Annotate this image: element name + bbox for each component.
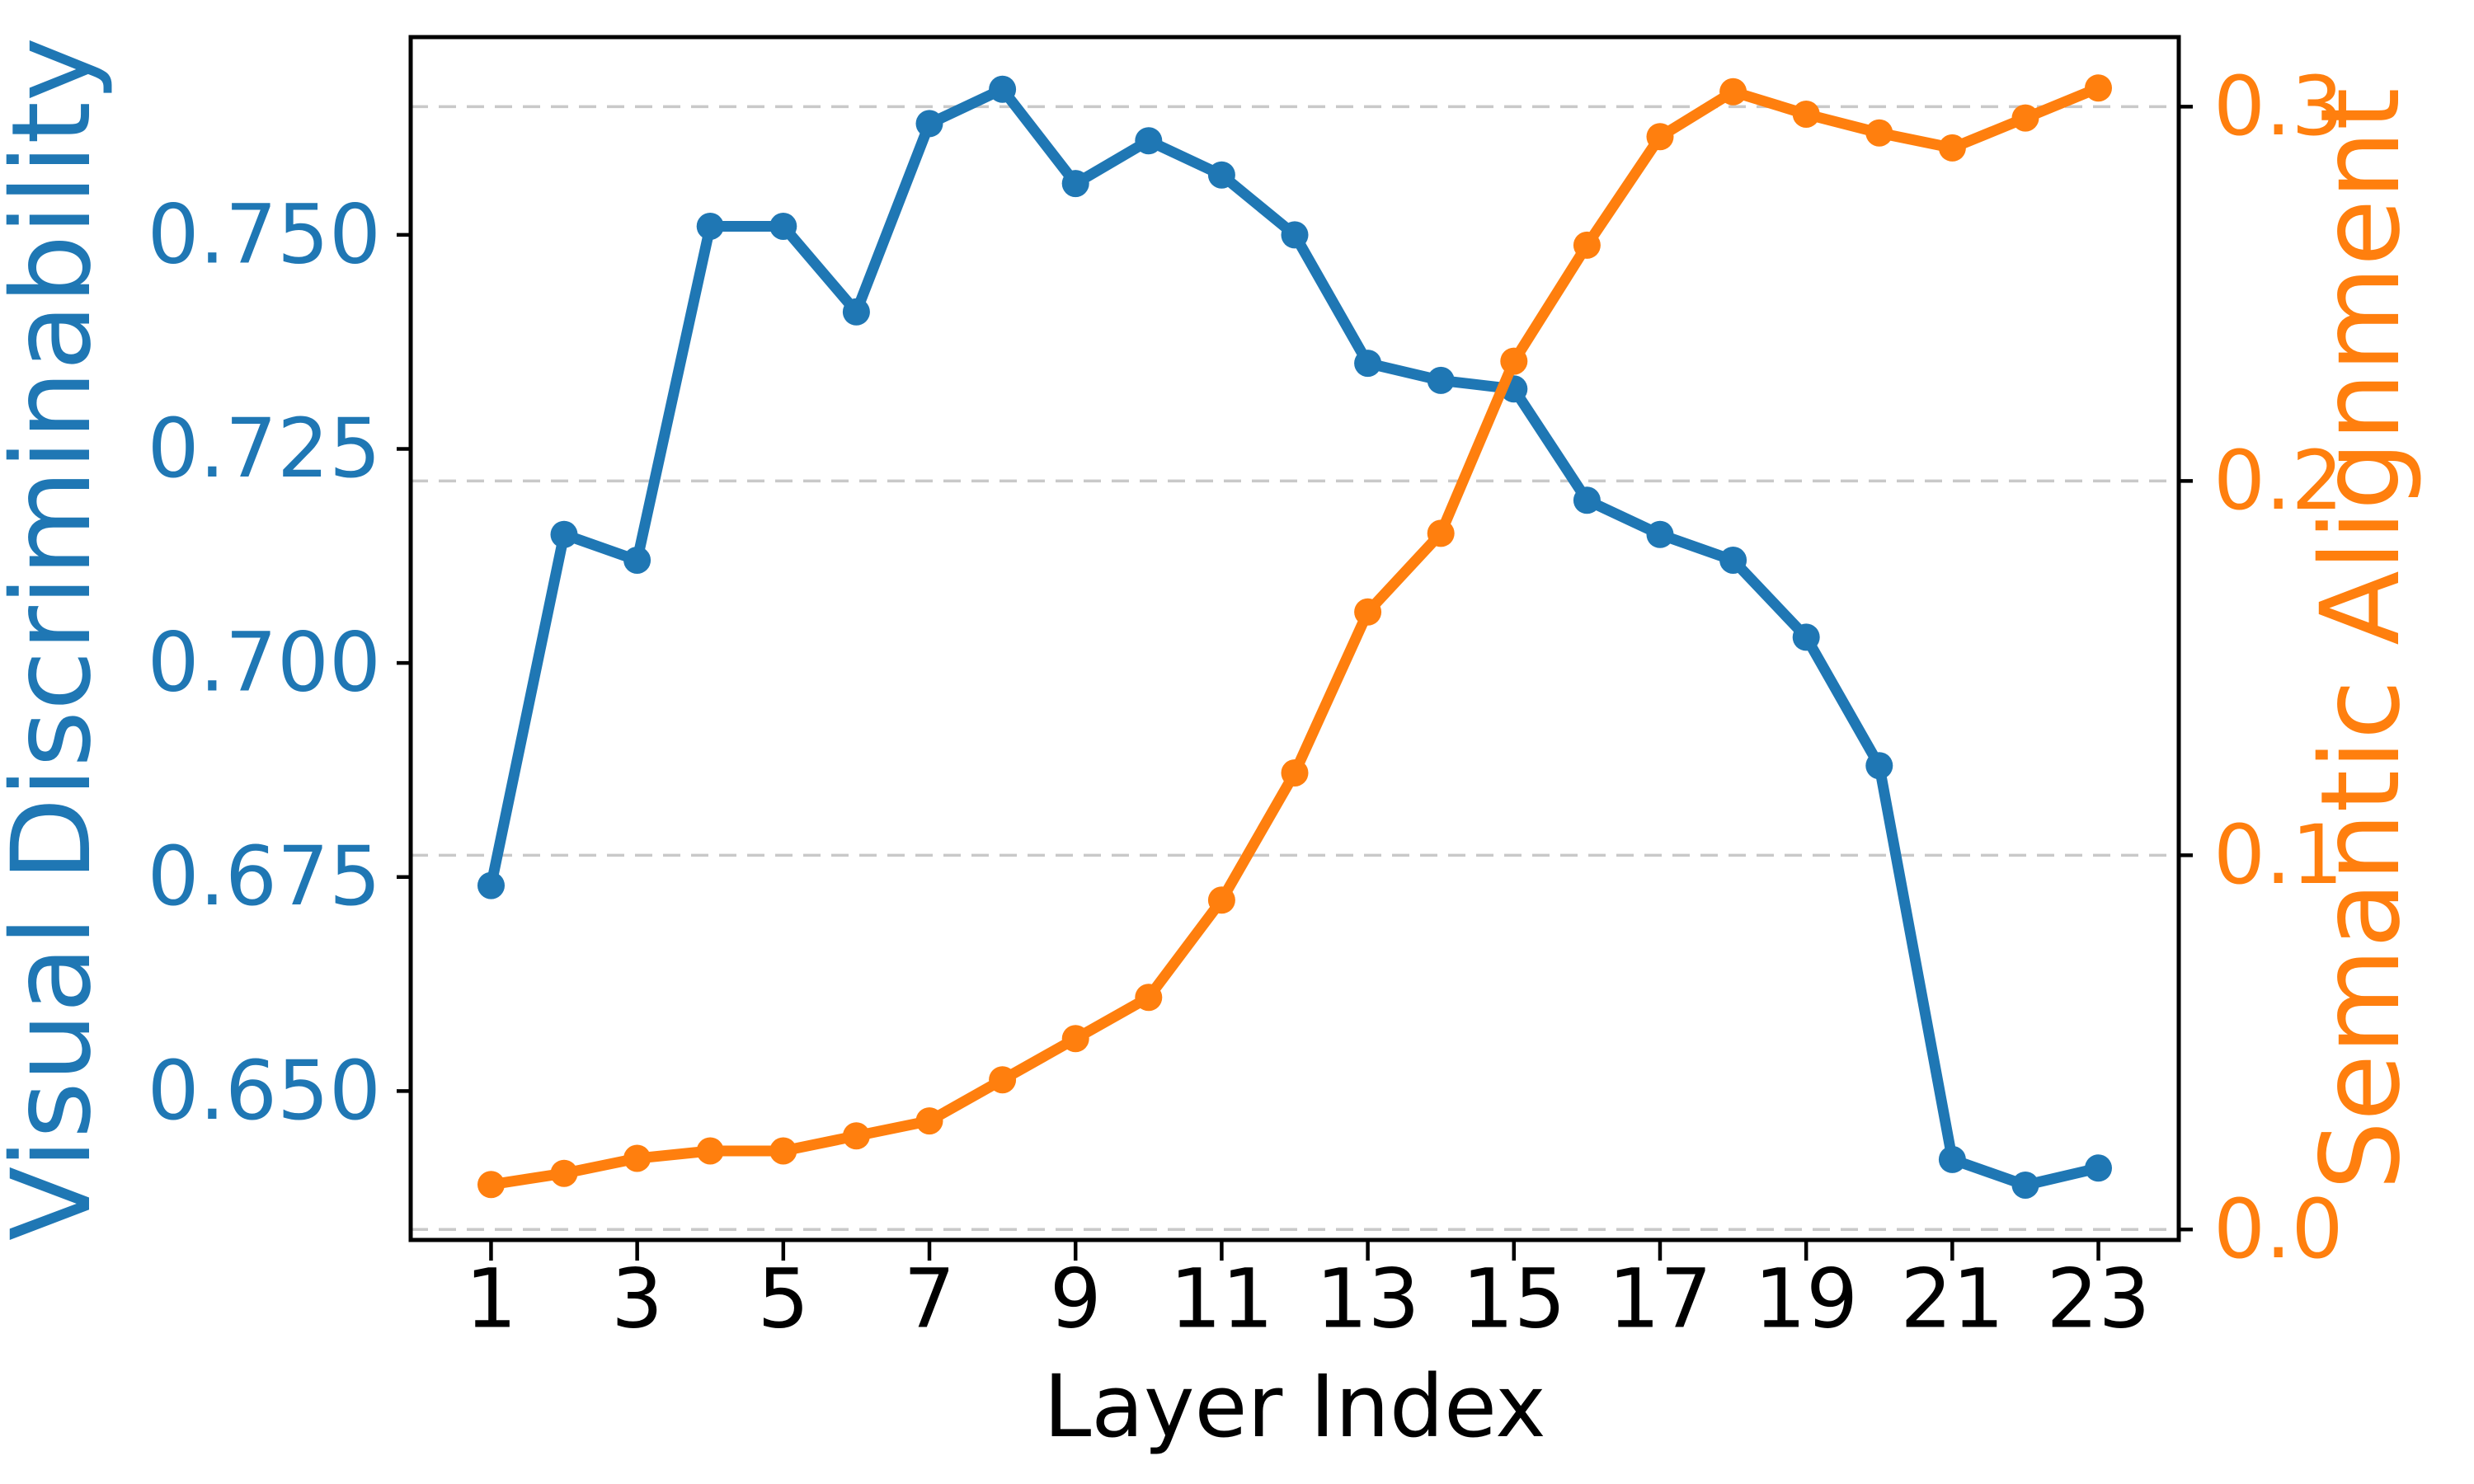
data-point	[1573, 231, 1601, 259]
axis-ticks	[397, 105, 2193, 1261]
data-point	[1719, 77, 1747, 106]
x-tick-label: 1	[465, 1252, 517, 1347]
axes-spines	[408, 35, 2181, 1242]
data-point	[1646, 123, 1674, 151]
data-point	[1792, 623, 1820, 651]
right-y-tick-label: 0.1	[2213, 808, 2343, 903]
data-point	[1938, 1145, 1966, 1173]
data-point	[1354, 598, 1382, 626]
x-tick-label: 3	[611, 1252, 663, 1347]
series-line-visual-discriminability	[486, 83, 2104, 1190]
data-point	[1427, 366, 1455, 394]
left-y-tick-label: 0.650	[148, 1044, 381, 1139]
data-point	[1865, 752, 1893, 780]
data-point	[1865, 119, 1893, 147]
axis-tick-labels: 1 3 5 7 9 11 13 15 17 19 21 230.6500.6750.7000.7250…	[148, 59, 2344, 1347]
data-point	[915, 1107, 943, 1135]
data-series	[477, 74, 2112, 1199]
data-point	[1792, 101, 1820, 128]
data-point	[2011, 1172, 2039, 1199]
data-point	[1646, 520, 1674, 548]
left-y-tick-label: 0.725	[148, 402, 381, 496]
data-point	[477, 1171, 505, 1199]
x-tick-label: 7	[904, 1252, 956, 1347]
data-point	[696, 1137, 724, 1165]
data-point	[1135, 984, 1163, 1012]
x-tick-label: 9	[1050, 1252, 1102, 1347]
x-tick-label: 19	[1754, 1252, 1858, 1347]
data-point	[1207, 161, 1235, 189]
data-point	[1938, 134, 1966, 162]
data-point	[989, 75, 1017, 103]
data-point	[696, 213, 724, 240]
data-point	[623, 1144, 651, 1172]
series-line-semantic-alignment	[486, 82, 2104, 1190]
right-y-tick-label: 0.0	[2213, 1182, 2343, 1277]
data-point	[1061, 1025, 1089, 1053]
data-point	[1135, 127, 1163, 155]
x-tick-label: 17	[1608, 1252, 1712, 1347]
data-point	[1281, 759, 1309, 787]
data-point	[2011, 104, 2039, 132]
data-point	[842, 298, 870, 326]
data-point	[1207, 886, 1235, 914]
right-y-tick-label: 0.2	[2213, 434, 2343, 528]
x-tick-label: 15	[1462, 1252, 1566, 1347]
gridlines	[411, 105, 2179, 1232]
left-y-tick-label: 0.700	[148, 616, 381, 711]
x-tick-label: 11	[1169, 1252, 1273, 1347]
data-point	[1500, 347, 1528, 375]
data-point	[2085, 74, 2112, 102]
x-tick-label: 13	[1316, 1252, 1420, 1347]
data-point	[989, 1066, 1017, 1094]
data-point	[769, 1137, 797, 1165]
data-point	[915, 110, 943, 138]
data-point	[477, 871, 505, 899]
data-point	[1354, 350, 1382, 378]
left-y-tick-label: 0.750	[148, 187, 381, 282]
data-point	[550, 520, 578, 548]
data-point	[1427, 519, 1455, 547]
data-point	[550, 1159, 578, 1187]
x-tick-label: 21	[1900, 1252, 2004, 1347]
plot-border	[408, 35, 2181, 1242]
data-point	[1281, 221, 1309, 249]
data-point	[842, 1122, 870, 1150]
data-point	[1573, 486, 1601, 514]
data-point	[2085, 1154, 2112, 1182]
data-point	[1061, 170, 1089, 198]
left-axis-title: Visual Discriminability	[0, 37, 115, 1241]
left-y-tick-label: 0.675	[148, 829, 381, 924]
right-y-tick-label: 0.3	[2213, 59, 2343, 154]
x-tick-label: 5	[757, 1252, 809, 1347]
x-axis-title: Layer Index	[1043, 1356, 1545, 1457]
data-point	[1719, 547, 1747, 574]
right-axis-title: Semantic Alignment	[2298, 87, 2425, 1190]
data-point	[623, 547, 651, 574]
x-tick-label: 23	[2047, 1252, 2151, 1347]
data-point	[769, 213, 797, 240]
